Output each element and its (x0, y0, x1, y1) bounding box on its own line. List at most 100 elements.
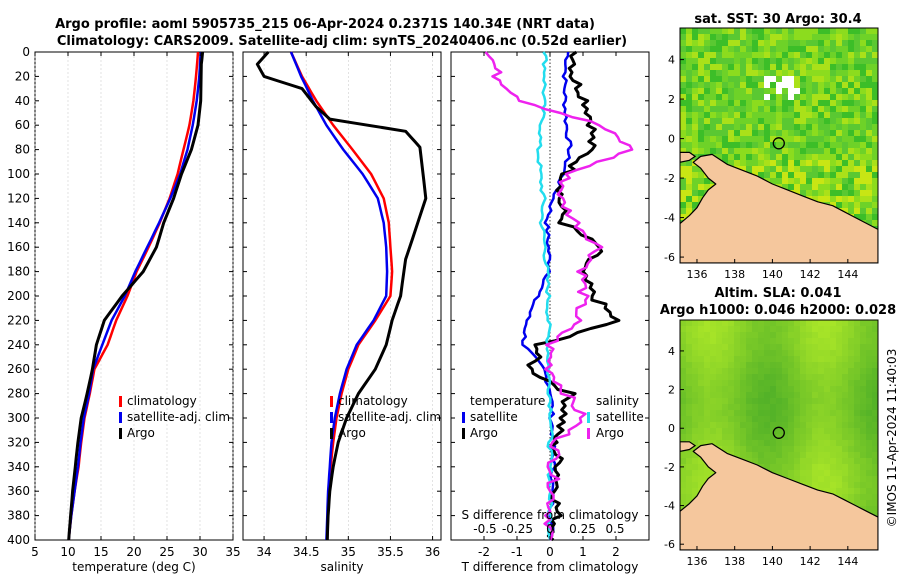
map-cell (800, 178, 806, 184)
map-cell (812, 476, 818, 482)
map-cell (704, 118, 710, 124)
map-cell (776, 100, 782, 106)
map-cell (758, 82, 764, 88)
map-cell (686, 320, 692, 326)
map-cell (680, 94, 686, 100)
map-cell (788, 356, 794, 362)
map-cell (746, 410, 752, 416)
map-cell (866, 208, 872, 214)
map-cell (866, 506, 872, 512)
map-cell (848, 208, 854, 214)
map-cell (716, 130, 722, 136)
difference-legend-swatch-t-argo (462, 428, 465, 439)
map-cell (710, 356, 716, 362)
map-cell (716, 404, 722, 410)
map-cell (782, 52, 788, 58)
map-cell (716, 76, 722, 82)
map-cell (866, 64, 872, 70)
map-cell (752, 386, 758, 392)
map-cell (680, 118, 686, 124)
map-cell (818, 184, 824, 190)
map-cell (692, 386, 698, 392)
map-cell (842, 40, 848, 46)
map-cell (872, 112, 878, 118)
map-cell (824, 368, 830, 374)
map-cell (752, 52, 758, 58)
map-cell (698, 112, 704, 118)
map-cell (692, 46, 698, 52)
map-cell (752, 118, 758, 124)
map-cell (722, 332, 728, 338)
map-cell (734, 368, 740, 374)
map-cell (686, 464, 692, 470)
map-cell (872, 172, 878, 178)
map-cell (824, 374, 830, 380)
map-cell (824, 28, 830, 34)
map-cell (746, 52, 752, 58)
map-cell (764, 142, 770, 148)
map-cell (776, 416, 782, 422)
map-cell (830, 130, 836, 136)
map-cell (680, 404, 686, 410)
map-cell (806, 100, 812, 106)
map-cell (812, 100, 818, 106)
map-cell (704, 58, 710, 64)
map-cell (818, 362, 824, 368)
map-cell (842, 374, 848, 380)
map-cell (758, 362, 764, 368)
map-cell (812, 422, 818, 428)
map-cell (812, 470, 818, 476)
map-cell (782, 106, 788, 112)
map-cell (764, 88, 770, 94)
map-cell (716, 58, 722, 64)
map-cell (758, 380, 764, 386)
map-cell (830, 446, 836, 452)
map-cell (764, 34, 770, 40)
map-cell (848, 458, 854, 464)
map-cell (704, 404, 710, 410)
map-cell (698, 100, 704, 106)
map-cell (782, 404, 788, 410)
map-cell (734, 94, 740, 100)
map-cell (680, 488, 686, 494)
map-cell (812, 344, 818, 350)
map-cell (872, 106, 878, 112)
map-cell (698, 34, 704, 40)
map-cell (842, 368, 848, 374)
map-cell (794, 464, 800, 470)
map-cell (692, 458, 698, 464)
map-cell (860, 344, 866, 350)
map-cell (710, 106, 716, 112)
map-cell (716, 136, 722, 142)
map-cell (818, 154, 824, 160)
map-cell (872, 190, 878, 196)
map-cell (830, 326, 836, 332)
map-cell (806, 52, 812, 58)
map-cell (800, 350, 806, 356)
map-y-tick-label: 2 (668, 384, 675, 397)
map-cell (860, 428, 866, 434)
map-cell (746, 368, 752, 374)
map-cell (872, 428, 878, 434)
map-cell (854, 452, 860, 458)
map-cell (698, 398, 704, 404)
map-cell (824, 434, 830, 440)
map-cell (830, 422, 836, 428)
map-cell (860, 392, 866, 398)
map-cell (842, 34, 848, 40)
map-cell (692, 40, 698, 46)
map-cell (812, 428, 818, 434)
map-cell (734, 82, 740, 88)
temperature-legend-climatology: climatology (127, 394, 197, 408)
map-cell (764, 344, 770, 350)
map-cell (812, 410, 818, 416)
map-cell (770, 106, 776, 112)
map-cell (860, 184, 866, 190)
map-cell (728, 136, 734, 142)
map-cell (734, 446, 740, 452)
map-cell (860, 380, 866, 386)
map-cell (860, 82, 866, 88)
map-cell (842, 494, 848, 500)
map-cell (806, 82, 812, 88)
map-cell (782, 82, 788, 88)
